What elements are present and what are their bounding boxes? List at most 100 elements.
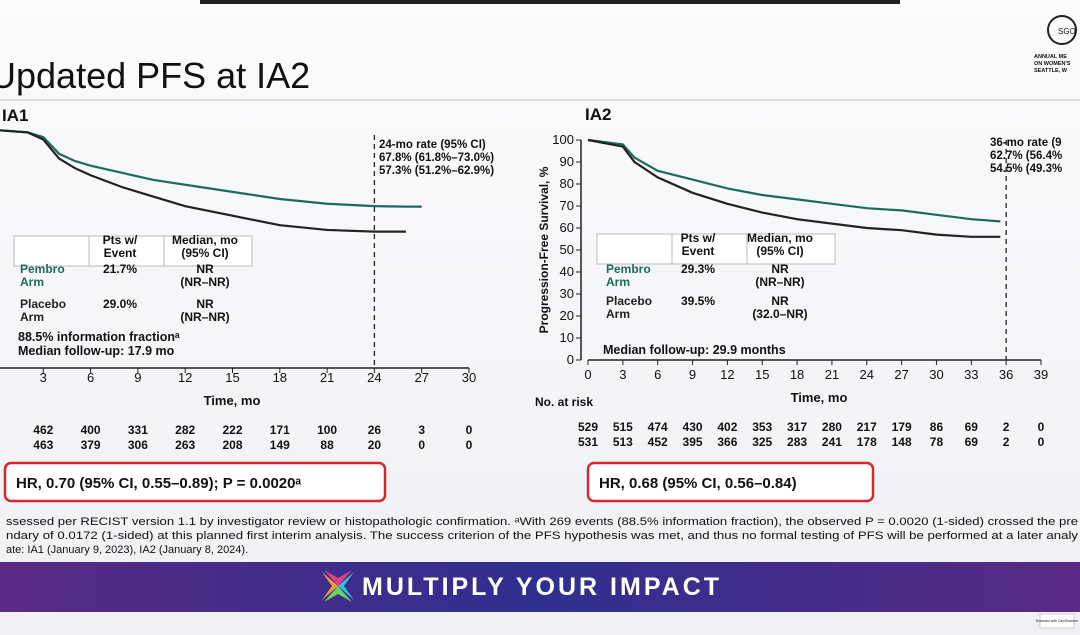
banner-logo [322,570,354,602]
table-cell: NR [771,262,789,276]
at-risk-count: 208 [222,438,242,452]
rate-text: 36-mo rate (9 [990,137,1062,149]
table-column-header: (95% CI) [756,244,803,258]
x-tick-label: 33 [964,367,978,382]
at-risk-count: 463 [33,438,53,452]
at-risk-count: 0 [1038,420,1045,434]
at-risk-count: 3 [418,423,425,437]
x-tick-label: 36 [999,367,1013,382]
y-tick-label: 40 [560,264,574,279]
legend-label: Pembro Arm [20,262,68,289]
table-column-header: Median, mo [172,233,238,247]
logo-line: ON WOMEN'S [1034,61,1071,67]
at-risk-count: 171 [270,423,290,437]
at-risk-count: 2 [1003,420,1010,434]
legend-label: Placebo Arm [20,297,69,324]
x-tick-label: 15 [755,367,769,382]
at-risk-count: 283 [787,435,807,449]
at-risk-count: 241 [822,435,842,449]
table-cell: 21.7% [103,262,137,276]
at-risk-count: 178 [857,435,877,449]
at-risk-count: 452 [648,435,668,449]
x-tick-label: 39 [1034,367,1048,382]
at-risk-count: 331 [128,423,148,437]
note: Median follow-up: 17.9 mo [18,344,175,358]
y-tick-label: 60 [560,220,574,235]
at-risk-count: 0 [1038,435,1045,449]
table-cell: NR [196,297,214,311]
at-risk-count: 366 [717,435,737,449]
x-tick-label: 30 [462,370,476,385]
at-risk-count: 26 [368,423,382,437]
at-risk-count: 0 [466,438,473,452]
y-tick-label: 80 [560,176,574,191]
table-cell: NR [771,294,789,308]
at-risk-count: 306 [128,438,148,452]
logo-ring [1047,15,1077,45]
rate-text: 62.7% (56.4% [990,150,1062,162]
y-tick-label: 100 [552,132,574,147]
table-cell: (NR–NR) [180,310,229,324]
x-axis-label: Time, mo [204,393,261,408]
table-cell: (32.0–NR) [752,307,807,321]
x-tick-label: 12 [178,370,192,385]
rate-text: 24-mo rate (95% CI) [379,139,486,151]
chart-title: IA1 [2,106,28,125]
logo-mark: SGO [1058,27,1076,36]
slide-title: Updated PFS at IA2 [0,55,310,96]
x-axis-label: Time, mo [791,390,848,405]
table-cell: 39.5% [681,294,715,308]
at-risk-count: 222 [222,423,242,437]
at-risk-count: 462 [33,423,53,437]
x-tick-label: 0 [584,367,591,382]
logo-line: SEATTLE, W [1034,68,1068,74]
table-cell: NR [196,262,214,276]
rate-text: 54.5% (49.3% [990,163,1062,175]
table-column-header: (95% CI) [181,246,228,260]
at-risk-count: 263 [175,438,195,452]
survival-curve [0,129,422,208]
footnote: ate: IA1 (January 9, 2023), IA2 (January… [6,544,248,556]
table-header [13,235,253,267]
y-tick-label: 30 [560,286,574,301]
x-tick-label: 18 [273,370,287,385]
chart-title: IA2 [585,105,611,124]
table-column-header: Median, mo [747,231,813,245]
at-risk-count: 148 [892,435,912,449]
x-tick-label: 3 [619,367,626,382]
rate-text: 57.3% (51.2%–62.9%) [379,165,494,177]
at-risk-count: 395 [683,435,703,449]
at-risk-count: 217 [857,420,877,434]
x-tick-label: 6 [87,370,94,385]
at-risk-count: 2 [1003,435,1010,449]
watermark: Scanned with CamScanner [1036,619,1079,623]
at-risk-count: 402 [717,420,737,434]
table-column-header: Event [682,244,715,258]
at-risk-count: 88 [320,438,334,452]
at-risk-count: 282 [175,423,195,437]
x-tick-label: 3 [40,370,47,385]
table-column-header: Event [104,246,137,260]
hr-box [586,461,875,503]
x-tick-label: 30 [929,367,943,382]
at-risk-count: 78 [930,435,944,449]
at-risk-count: 379 [81,438,101,452]
x-tick-label: 24 [367,370,381,385]
table-cell: 29.3% [681,262,715,276]
survival-curve [587,138,1001,238]
watermark-box [1039,613,1075,629]
banner-text: MULTIPLY YOUR IMPACT [362,573,722,601]
note: 88.5% information fractionᵃ [18,330,180,344]
table-header [596,233,836,265]
at-risk-count: 20 [368,438,382,452]
at-risk-count: 529 [578,420,598,434]
x-tick-label: 27 [414,370,428,385]
table-column-header: Pts w/ [681,231,716,245]
hazard-ratio: HR, 0.70 (95% CI, 0.55–0.89); P = 0.0020… [16,475,301,492]
at-risk-count: 0 [418,438,425,452]
at-risk-count: 69 [965,435,979,449]
